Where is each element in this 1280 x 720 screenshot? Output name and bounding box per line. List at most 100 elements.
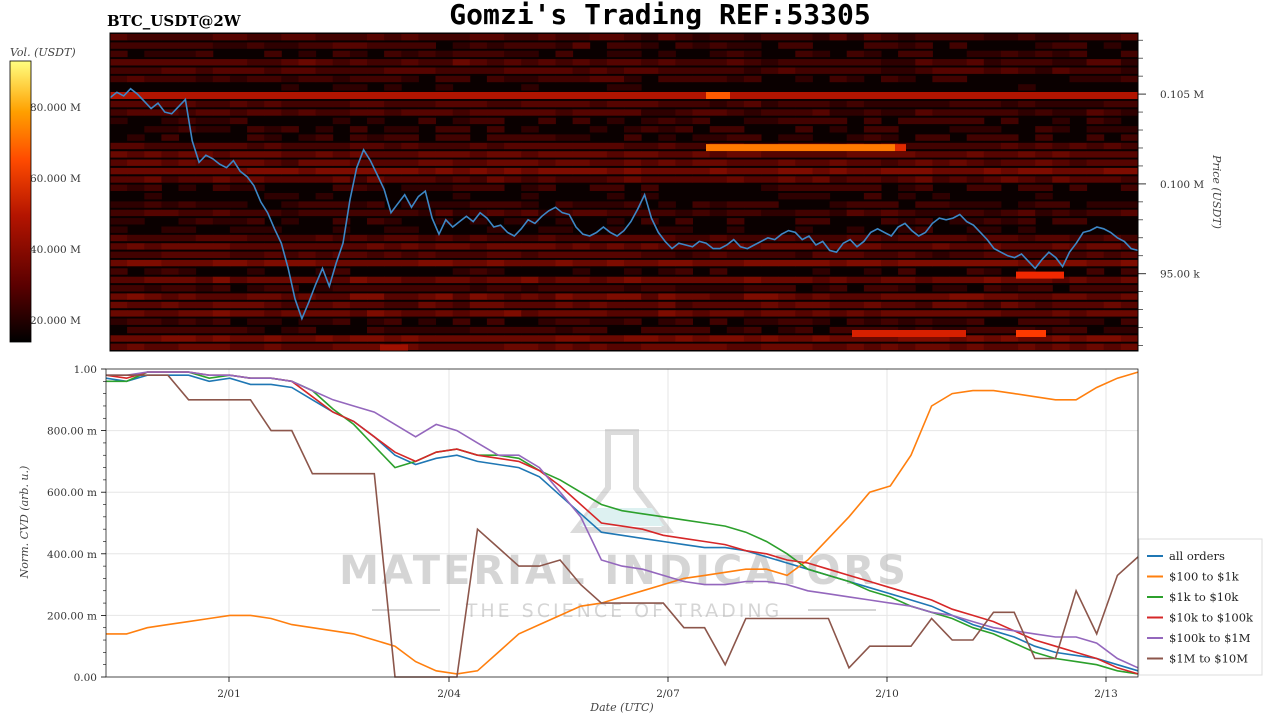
heatmap-cell bbox=[229, 34, 248, 41]
heatmap-cell bbox=[1086, 134, 1105, 141]
heatmap-cell bbox=[418, 142, 436, 150]
heatmap-cell bbox=[1035, 209, 1053, 217]
heatmap-cell bbox=[384, 59, 402, 66]
heatmap-cell bbox=[898, 142, 916, 150]
heatmap-cell bbox=[658, 50, 676, 58]
heatmap-cell bbox=[555, 318, 574, 325]
heatmap-cell bbox=[1000, 251, 1019, 258]
heatmap-cell bbox=[332, 42, 351, 49]
heatmap-cell bbox=[384, 259, 402, 267]
heatmap-cell bbox=[641, 34, 659, 41]
heatmap-cell bbox=[1086, 209, 1105, 217]
heatmap-cell bbox=[384, 218, 402, 225]
heatmap-cell bbox=[504, 50, 522, 58]
heatmap-cell bbox=[846, 176, 865, 183]
heatmap-cell bbox=[675, 109, 693, 116]
heatmap-cell bbox=[1018, 184, 1036, 191]
heatmap-cell bbox=[983, 343, 1002, 350]
heatmap-cell bbox=[1069, 50, 1088, 58]
heatmap-cell bbox=[555, 201, 574, 208]
heatmap-cell bbox=[846, 201, 865, 208]
heatmap-cell bbox=[898, 343, 916, 350]
cvd-y-tick-label: 600.00 m bbox=[47, 487, 97, 499]
heatmap-cell bbox=[538, 176, 556, 183]
heatmap-cell bbox=[298, 234, 317, 242]
heatmap-cell bbox=[624, 310, 642, 317]
heatmap-cell bbox=[212, 176, 231, 183]
heatmap-cell bbox=[829, 117, 848, 125]
heatmap-cell bbox=[349, 75, 368, 83]
heatmap-cell bbox=[726, 34, 745, 41]
heatmap-cell bbox=[606, 301, 625, 309]
heatmap-cell bbox=[743, 251, 762, 258]
heatmap-cell bbox=[778, 67, 796, 74]
heatmap-cell bbox=[144, 151, 162, 158]
heatmap-cell bbox=[161, 268, 179, 275]
heatmap-cell bbox=[829, 75, 848, 83]
heatmap-cell bbox=[1000, 310, 1019, 317]
heatmap-cell bbox=[504, 276, 522, 284]
heatmap-cell bbox=[452, 100, 471, 108]
liquidity-wall bbox=[706, 144, 895, 152]
heatmap-cell bbox=[624, 318, 642, 325]
heatmap-cell bbox=[521, 335, 539, 342]
heatmap-cell bbox=[949, 259, 968, 267]
heatmap-cell bbox=[486, 209, 505, 217]
heatmap-cell bbox=[983, 134, 1002, 141]
heatmap-cell bbox=[435, 251, 454, 258]
heatmap-cell bbox=[1000, 293, 1019, 300]
heatmap-cell bbox=[349, 293, 368, 300]
heatmap-cell bbox=[898, 67, 916, 74]
heatmap-cell bbox=[349, 335, 368, 342]
heatmap-cell bbox=[555, 335, 574, 342]
heatmap-cell bbox=[846, 243, 865, 250]
heatmap-cell bbox=[966, 268, 985, 275]
heatmap-cell bbox=[555, 301, 574, 309]
heatmap-cell bbox=[743, 201, 762, 208]
heatmap-cell bbox=[401, 293, 419, 300]
heatmap-cell bbox=[178, 326, 197, 334]
heatmap-cell bbox=[349, 209, 368, 217]
heatmap-cell bbox=[264, 335, 282, 342]
heatmap-cell bbox=[863, 42, 882, 49]
heatmap-cell bbox=[1103, 201, 1122, 208]
heatmap-cell bbox=[778, 42, 796, 49]
heatmap-cell bbox=[435, 109, 454, 116]
heatmap-cell bbox=[1103, 109, 1122, 116]
heatmap-cell bbox=[469, 209, 488, 217]
heatmap-cell bbox=[881, 259, 899, 267]
heatmap-cell bbox=[795, 226, 813, 233]
cvd-y-tick-label: 0.00 bbox=[74, 672, 97, 684]
heatmap-cell bbox=[709, 126, 728, 133]
heatmap-cell bbox=[983, 226, 1002, 233]
heatmap-cell bbox=[846, 209, 865, 217]
heatmap-cell bbox=[761, 100, 779, 108]
heatmap-cell bbox=[247, 209, 265, 217]
heatmap-cell bbox=[726, 251, 745, 258]
heatmap-cell bbox=[521, 285, 539, 292]
heatmap-cell bbox=[195, 159, 214, 166]
heatmap-cell bbox=[761, 259, 779, 267]
heatmap-cell bbox=[521, 276, 539, 284]
heatmap-cell bbox=[401, 335, 419, 342]
heatmap-cell bbox=[1069, 301, 1088, 309]
heatmap-cell bbox=[778, 285, 796, 292]
heatmap-cell bbox=[349, 301, 368, 309]
heatmap-cell bbox=[384, 134, 402, 141]
heatmap-cell bbox=[1052, 243, 1070, 250]
heatmap-cell bbox=[486, 251, 505, 258]
heatmap-cell bbox=[178, 268, 197, 275]
heatmap-cell bbox=[486, 42, 505, 49]
heatmap-cell bbox=[401, 134, 419, 141]
heatmap-cell bbox=[1052, 117, 1070, 125]
heatmap-cell bbox=[110, 201, 128, 208]
heatmap-cell bbox=[229, 117, 248, 125]
heatmap-cell bbox=[778, 326, 796, 334]
heatmap-cell bbox=[315, 167, 334, 175]
heatmap-cell bbox=[863, 234, 882, 242]
heatmap-cell bbox=[315, 293, 334, 300]
heatmap-cell bbox=[435, 301, 454, 309]
heatmap-cell bbox=[110, 176, 128, 183]
heatmap-cell bbox=[367, 109, 385, 116]
heatmap-cell bbox=[264, 42, 282, 49]
